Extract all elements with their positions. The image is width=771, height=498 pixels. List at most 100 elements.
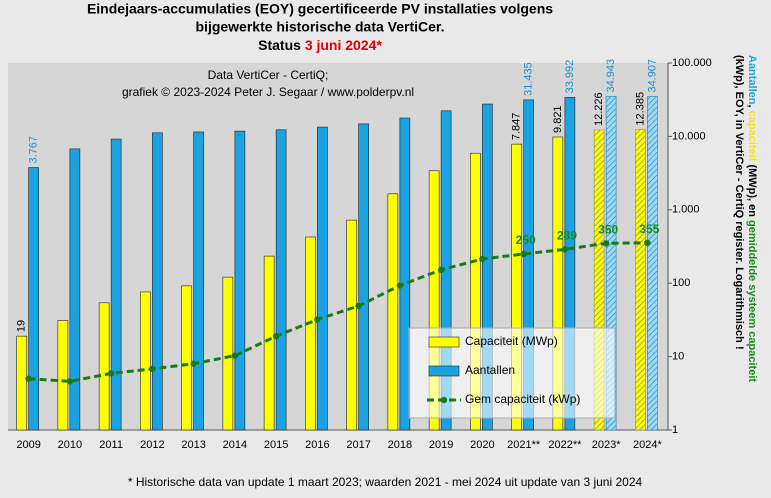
data-label: 12.385 xyxy=(634,92,646,126)
axis-label-part: , xyxy=(746,105,758,111)
bar xyxy=(552,136,564,431)
point xyxy=(231,352,239,359)
point xyxy=(272,332,280,340)
x-tick-label: 2013 xyxy=(181,439,205,451)
y-tick-label: 10.000 xyxy=(672,130,706,142)
x-tick-label: 2015 xyxy=(264,439,288,451)
bar xyxy=(511,143,522,431)
title-line: Eindejaars-accumulaties (EOY) gecertific… xyxy=(87,1,553,17)
data-label: 34.943 xyxy=(605,59,617,93)
x-tick-label: 2017 xyxy=(346,439,370,451)
axis-label-part: Aantallen xyxy=(746,55,758,105)
data-label: 355 xyxy=(639,222,659,236)
line xyxy=(28,241,648,383)
bar xyxy=(358,123,369,431)
legend-swatch xyxy=(440,396,448,404)
point xyxy=(437,266,445,274)
legend-label: Capaciteit (MWp) xyxy=(465,334,558,348)
x-tick-label: 2021** xyxy=(507,439,541,451)
status-date: 3 juni 2024* xyxy=(305,37,383,53)
bar xyxy=(305,236,316,431)
bar xyxy=(181,285,192,431)
bar xyxy=(98,302,110,431)
axis-label-part: gemiddelde systeem capaciteit xyxy=(746,220,758,382)
bar xyxy=(605,96,617,431)
status-text: Status xyxy=(258,37,301,53)
axis-label-part: capaciteit xyxy=(746,111,758,162)
x-tick-label: 2009 xyxy=(16,439,40,451)
bar xyxy=(647,96,658,431)
legend-label: Aantallen xyxy=(465,363,515,377)
bar xyxy=(317,126,328,431)
point xyxy=(107,370,115,377)
x-tick-label: 2011 xyxy=(99,439,123,451)
bar xyxy=(275,129,287,431)
point xyxy=(561,246,569,253)
watermark: Data VertiCer - CertiQ; xyxy=(208,68,329,82)
bar xyxy=(346,219,357,431)
x-tick-label: 2022** xyxy=(548,439,582,451)
bar xyxy=(564,97,576,431)
footnote: * Historische data van update 1 maart 20… xyxy=(128,475,643,489)
bar xyxy=(263,255,275,431)
point xyxy=(479,255,486,263)
point xyxy=(149,365,156,373)
x-tick-label: 2012 xyxy=(140,439,164,451)
bar xyxy=(193,131,204,431)
bar xyxy=(222,276,234,431)
x-tick-label: 2014 xyxy=(223,439,247,451)
x-tick-label: 2020 xyxy=(470,439,494,451)
point xyxy=(396,282,404,289)
title-line: bijgewerkte historische data VertiCer. xyxy=(196,19,445,35)
watermark: grafiek © 2023-2024 Peter J. Segaar / ww… xyxy=(122,85,414,99)
bar xyxy=(523,99,534,431)
point xyxy=(25,375,32,382)
legend-swatch xyxy=(428,336,460,348)
data-label: 9.821 xyxy=(552,105,564,133)
bar xyxy=(470,152,481,431)
bar xyxy=(387,193,399,431)
axis-label: (kWp), EOY, in VertiCer - CertiQ registe… xyxy=(733,55,745,350)
bar xyxy=(428,170,440,431)
x-tick-label: 2010 xyxy=(58,439,82,451)
bar xyxy=(482,103,493,431)
data-label: 3.767 xyxy=(28,136,40,164)
data-label: 33.992 xyxy=(564,60,576,94)
point xyxy=(520,250,527,258)
data-label: 12.226 xyxy=(593,92,605,126)
bar xyxy=(110,138,122,431)
data-label: 34.907 xyxy=(646,59,658,93)
bar xyxy=(234,130,246,431)
point xyxy=(602,240,610,247)
data-label: 250 xyxy=(516,233,536,247)
data-label: 350 xyxy=(598,222,618,236)
bar xyxy=(69,148,81,431)
y-tick-label: 1.000 xyxy=(672,204,700,216)
bar xyxy=(593,129,605,431)
data-label: 19 xyxy=(16,320,28,332)
bar xyxy=(57,320,69,431)
legend-swatch xyxy=(428,365,460,377)
bar xyxy=(399,117,411,431)
data-label: 31.435 xyxy=(523,62,535,96)
axis-label-part: (MWp), en xyxy=(746,161,758,220)
x-tick-label: 2016 xyxy=(305,439,329,451)
data-label: 289 xyxy=(557,229,577,243)
y-tick-label: 100.000 xyxy=(672,57,712,69)
x-tick-label: 2024* xyxy=(633,439,662,451)
y-tick-label: 1 xyxy=(672,424,678,436)
y-tick-label: 100 xyxy=(672,277,690,289)
point xyxy=(355,302,362,310)
y-tick-label: 10 xyxy=(672,351,684,363)
x-tick-label: 2023* xyxy=(592,439,621,451)
status: Status 3 juni 2024* xyxy=(258,37,382,53)
legend-label: Gem capaciteit (kWp) xyxy=(465,392,580,406)
axis-label: Aantallen, capaciteit (MWp), en gemiddel… xyxy=(746,55,758,382)
bar xyxy=(28,167,39,431)
point xyxy=(314,316,321,323)
axis-label-part: (kWp), EOY, in VertiCer - CertiQ registe… xyxy=(733,55,745,350)
bar xyxy=(16,335,27,431)
bar xyxy=(635,129,646,431)
x-tick-label: 2019 xyxy=(429,439,453,451)
